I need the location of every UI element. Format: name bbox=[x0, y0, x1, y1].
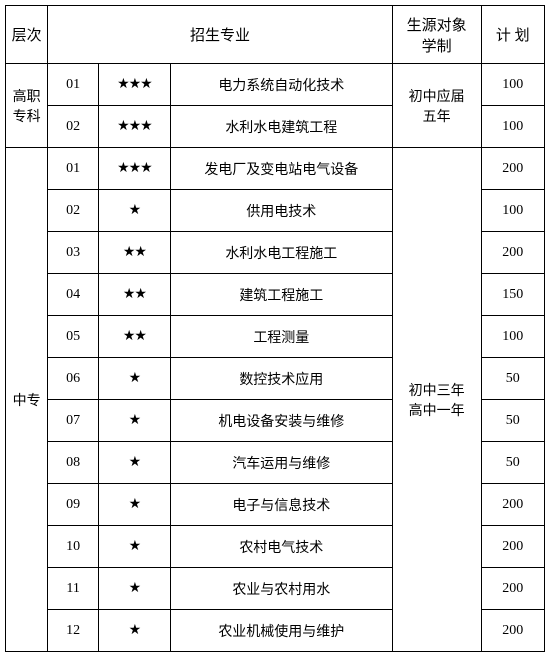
star-cell: ★ bbox=[98, 610, 170, 652]
table-row: 高职专科01★★★电力系统自动化技术初中应届五年100 bbox=[6, 64, 545, 106]
enrollment-table: 层次 招生专业 生源对象学制 计 划 高职专科01★★★电力系统自动化技术初中应… bbox=[5, 5, 545, 652]
major-cell: 工程测量 bbox=[170, 316, 392, 358]
star-cell: ★ bbox=[98, 442, 170, 484]
star-cell: ★★ bbox=[98, 274, 170, 316]
star-cell: ★ bbox=[98, 400, 170, 442]
plan-cell: 200 bbox=[481, 568, 544, 610]
header-level: 层次 bbox=[6, 6, 48, 64]
star-cell: ★ bbox=[98, 526, 170, 568]
star-cell: ★★ bbox=[98, 316, 170, 358]
level-cell: 高职专科 bbox=[6, 64, 48, 148]
source-cell: 初中应届五年 bbox=[392, 64, 481, 148]
major-cell: 数控技术应用 bbox=[170, 358, 392, 400]
num-cell: 06 bbox=[48, 358, 99, 400]
plan-cell: 50 bbox=[481, 442, 544, 484]
major-cell: 建筑工程施工 bbox=[170, 274, 392, 316]
major-cell: 汽车运用与维修 bbox=[170, 442, 392, 484]
header-major: 招生专业 bbox=[48, 6, 393, 64]
num-cell: 02 bbox=[48, 106, 99, 148]
star-cell: ★ bbox=[98, 358, 170, 400]
major-cell: 电子与信息技术 bbox=[170, 484, 392, 526]
header-plan: 计 划 bbox=[481, 6, 544, 64]
num-cell: 12 bbox=[48, 610, 99, 652]
major-cell: 电力系统自动化技术 bbox=[170, 64, 392, 106]
num-cell: 03 bbox=[48, 232, 99, 274]
major-cell: 农村电气技术 bbox=[170, 526, 392, 568]
plan-cell: 100 bbox=[481, 106, 544, 148]
num-cell: 09 bbox=[48, 484, 99, 526]
num-cell: 07 bbox=[48, 400, 99, 442]
header-row: 层次 招生专业 生源对象学制 计 划 bbox=[6, 6, 545, 64]
plan-cell: 200 bbox=[481, 232, 544, 274]
major-cell: 农业机械使用与维护 bbox=[170, 610, 392, 652]
num-cell: 04 bbox=[48, 274, 99, 316]
table-row: 中专01★★★发电厂及变电站电气设备初中三年高中一年200 bbox=[6, 148, 545, 190]
plan-cell: 150 bbox=[481, 274, 544, 316]
major-cell: 水利水电工程施工 bbox=[170, 232, 392, 274]
num-cell: 10 bbox=[48, 526, 99, 568]
header-source: 生源对象学制 bbox=[392, 6, 481, 64]
num-cell: 01 bbox=[48, 148, 99, 190]
star-cell: ★ bbox=[98, 190, 170, 232]
num-cell: 11 bbox=[48, 568, 99, 610]
major-cell: 供用电技术 bbox=[170, 190, 392, 232]
plan-cell: 200 bbox=[481, 484, 544, 526]
source-cell: 初中三年高中一年 bbox=[392, 148, 481, 652]
num-cell: 05 bbox=[48, 316, 99, 358]
plan-cell: 200 bbox=[481, 148, 544, 190]
plan-cell: 200 bbox=[481, 610, 544, 652]
plan-cell: 100 bbox=[481, 64, 544, 106]
major-cell: 农业与农村用水 bbox=[170, 568, 392, 610]
plan-cell: 50 bbox=[481, 358, 544, 400]
major-cell: 水利水电建筑工程 bbox=[170, 106, 392, 148]
level-cell: 中专 bbox=[6, 148, 48, 652]
num-cell: 01 bbox=[48, 64, 99, 106]
major-cell: 机电设备安装与维修 bbox=[170, 400, 392, 442]
plan-cell: 100 bbox=[481, 190, 544, 232]
star-cell: ★★★ bbox=[98, 148, 170, 190]
star-cell: ★ bbox=[98, 568, 170, 610]
star-cell: ★ bbox=[98, 484, 170, 526]
plan-cell: 50 bbox=[481, 400, 544, 442]
star-cell: ★★★ bbox=[98, 64, 170, 106]
star-cell: ★★★ bbox=[98, 106, 170, 148]
table-body: 高职专科01★★★电力系统自动化技术初中应届五年10002★★★水利水电建筑工程… bbox=[6, 64, 545, 652]
major-cell: 发电厂及变电站电气设备 bbox=[170, 148, 392, 190]
num-cell: 02 bbox=[48, 190, 99, 232]
plan-cell: 200 bbox=[481, 526, 544, 568]
star-cell: ★★ bbox=[98, 232, 170, 274]
plan-cell: 100 bbox=[481, 316, 544, 358]
num-cell: 08 bbox=[48, 442, 99, 484]
